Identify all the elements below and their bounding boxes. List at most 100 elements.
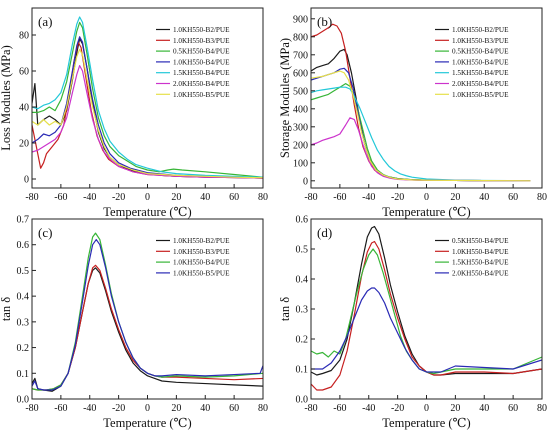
legend-label: 1.5KH550-B4/PUE xyxy=(452,69,509,77)
y-tick-label: 0.1 xyxy=(296,365,309,376)
x-tick-label: -40 xyxy=(83,403,96,414)
panel-label: (a) xyxy=(38,14,52,29)
legend-label: 1.0KH550-B2/PUE xyxy=(173,237,230,245)
x-tick-label: -80 xyxy=(304,192,317,203)
y-tick-label: 900 xyxy=(293,14,308,25)
legend-label: 1.0KH550-B5/PUE xyxy=(173,91,230,99)
series-group xyxy=(32,16,263,179)
x-tick-label: 40 xyxy=(479,192,489,203)
legend-label: 1.0KH550-B5/PUE xyxy=(173,269,230,277)
y-tick-label: 0.5 xyxy=(17,266,30,277)
legend-label: 1.0KH550-B4/PUE xyxy=(173,259,230,267)
x-tick-label: -60 xyxy=(333,192,346,203)
series-line-1.0KH550-B5/PUE xyxy=(32,238,263,391)
x-tick-label: 60 xyxy=(229,403,239,414)
x-axis-label: Temperature (℃) xyxy=(103,205,191,219)
x-tick-label: 80 xyxy=(537,403,547,414)
panel-label: (c) xyxy=(38,225,52,240)
y-axis-label: Loss Modules (MPa) xyxy=(0,45,13,151)
y-tick-label: 0.2 xyxy=(17,343,30,354)
x-tick-label: 60 xyxy=(229,192,239,203)
x-tick-label: 40 xyxy=(479,403,489,414)
x-tick-label: 80 xyxy=(258,403,268,414)
x-tick-label: 0 xyxy=(145,403,150,414)
x-tick-label: -20 xyxy=(391,192,404,203)
y-tick-label: 700 xyxy=(293,50,308,61)
y-tick-label: 400 xyxy=(293,104,308,115)
x-tick-label: 0 xyxy=(145,192,150,203)
x-tick-label: -20 xyxy=(391,403,404,414)
y-axis-label: Storage Modules (MPa) xyxy=(278,38,292,158)
y-tick-label: 0 xyxy=(24,175,29,186)
legend-label: 1.0KH550-B3/PUE xyxy=(173,248,230,256)
x-tick-label: 80 xyxy=(258,192,268,203)
x-tick-label: 80 xyxy=(537,192,547,203)
x-tick-label: 0 xyxy=(424,403,429,414)
series-line-1.5KH550-B4/PUE xyxy=(32,16,263,178)
series-line-1.0KH550-B2/PUE xyxy=(32,267,263,392)
y-tick-label: 40 xyxy=(19,103,29,114)
legend-label: 1.0KH550-B5/PUE xyxy=(452,91,509,99)
legend-label: 1.5KH550-B4/PUE xyxy=(173,69,230,77)
y-tick-label: 800 xyxy=(293,32,308,43)
series-line-2.0KH550-B4/PUE xyxy=(32,65,263,179)
legend-label: 1.0KH550-B4/PUE xyxy=(452,248,509,256)
legend-label: 2.0KH550-B4/PUE xyxy=(452,269,509,277)
x-tick-label: -60 xyxy=(333,403,346,414)
series-line-1.0KH550-B5/PUE xyxy=(311,70,531,182)
legend-label: 0.5KH550-B4/PUE xyxy=(452,237,509,245)
x-tick-label: 20 xyxy=(450,192,460,203)
series-line-1.5KH550-B4/PUE xyxy=(311,86,531,182)
x-tick-label: 20 xyxy=(171,192,181,203)
y-tick-label: 0.6 xyxy=(296,215,309,226)
chart-panel-2: -80 -60 -40 -20 0 20 40 60 800100200300400500600… xyxy=(278,7,547,219)
legend-label: 1.5KH550-B4/PUE xyxy=(452,259,509,267)
legend-label: 1.0KH550-B4/PUE xyxy=(452,58,509,66)
legend: 1.0KH550-B2/PUE 1.0KH550-B3/PUE 0.5KH550-B… xyxy=(156,26,230,99)
y-tick-label: 200 xyxy=(293,140,308,151)
series-line-1.0KH550-B5/PUE xyxy=(32,48,263,179)
y-axis-label: tan δ xyxy=(278,297,292,321)
x-tick-label: -80 xyxy=(304,403,317,414)
y-tick-label: 20 xyxy=(19,139,29,150)
legend-label: 1.0KH550-B3/PUE xyxy=(452,37,509,45)
legend-label: 0.5KH550-B4/PUE xyxy=(173,48,230,56)
x-axis-label: Temperature (℃) xyxy=(382,416,470,430)
y-tick-label: 0.0 xyxy=(296,395,309,406)
y-tick-label: 600 xyxy=(293,68,308,79)
x-tick-label: 20 xyxy=(171,403,181,414)
x-tick-label: 60 xyxy=(508,192,518,203)
panel-label: (b) xyxy=(317,14,332,29)
y-axis-label: tan δ xyxy=(0,297,13,321)
chart-panel-4: -80 -60 -40 -20 0 20 40 60 80 0.0 0.1 0.2 0.3 0.4 0.5 0… xyxy=(278,215,547,431)
series-line-2.0KH550-B4/PUE xyxy=(311,287,542,373)
y-tick-label: 0.1 xyxy=(17,369,30,380)
x-tick-label: -20 xyxy=(112,403,125,414)
x-tick-label: -40 xyxy=(362,192,375,203)
panel-label: (d) xyxy=(317,225,332,240)
x-tick-label: 20 xyxy=(450,403,460,414)
plot-frame xyxy=(31,218,264,400)
legend-label: 1.0KH550-B2/PUE xyxy=(452,26,509,34)
x-tick-label: -40 xyxy=(83,192,96,203)
x-tick-label: -20 xyxy=(112,192,125,203)
legend-label: 0.5KH550-B4/PUE xyxy=(452,48,509,56)
chart-panel-1: -80 -60 -40 -20 0 20 40 60 80 0 20 40 60 80 Temperatur… xyxy=(0,7,268,219)
legend-label: 2.0KH550-B4/PUE xyxy=(173,80,230,88)
series-line-0.5KH550-B4/PUE xyxy=(32,21,263,178)
x-tick-label: -80 xyxy=(25,192,38,203)
y-tick-label: 0.2 xyxy=(296,335,309,346)
y-tick-label: 0.7 xyxy=(17,215,30,226)
series-group xyxy=(311,225,542,391)
x-tick-label: -80 xyxy=(25,403,38,414)
series-line-2.0KH550-B4/PUE xyxy=(311,117,531,182)
legend-label: 1.0KH550-B4/PUE xyxy=(173,58,230,66)
y-tick-label: 0.0 xyxy=(17,395,30,406)
y-tick-label: 60 xyxy=(19,67,29,78)
x-tick-label: 40 xyxy=(200,192,210,203)
y-tick-label: 0.5 xyxy=(296,245,309,256)
x-tick-label: -60 xyxy=(54,403,67,414)
x-tick-label: -60 xyxy=(54,192,67,203)
legend: 1.0KH550-B2/PUE 1.0KH550-B3/PUE 1.0KH550-B… xyxy=(156,237,230,277)
legend: 1.0KH550-B2/PUE 1.0KH550-B3/PUE 0.5KH550-B… xyxy=(435,26,509,99)
